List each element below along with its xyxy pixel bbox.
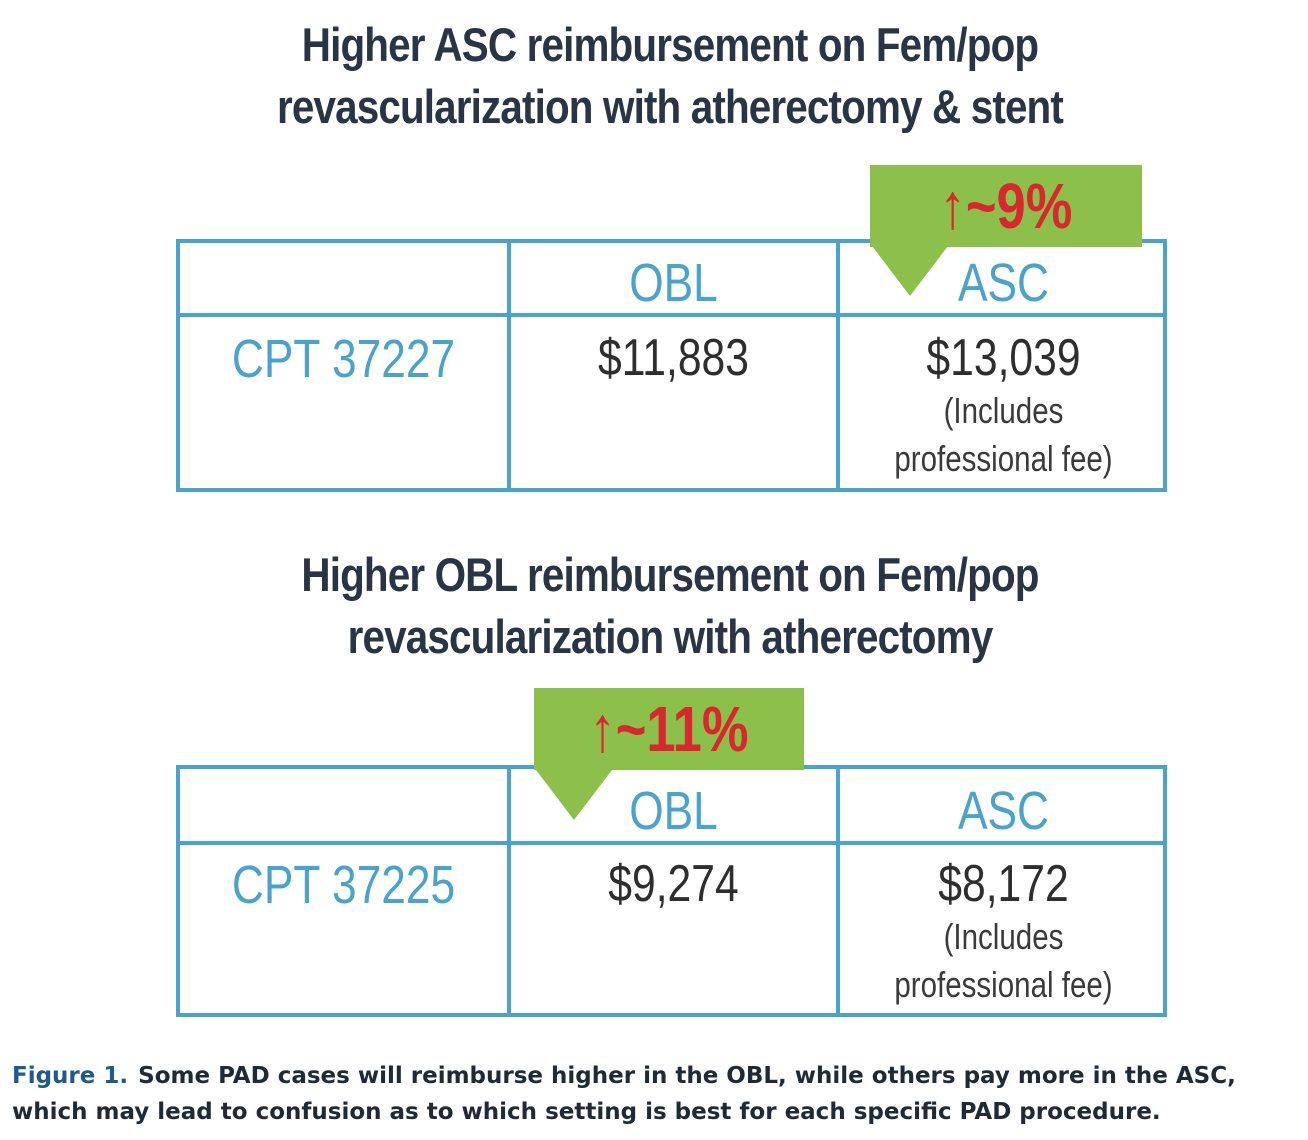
- panel1-obl-value: $11,883: [598, 329, 749, 387]
- panel1-table: OBL ASC CPT 37227 $11,883 $13,039 (Inclu…: [176, 239, 1167, 492]
- panel2-asc-note-line1: (Includes: [943, 916, 1064, 957]
- panel1-col-obl: OBL: [629, 253, 718, 313]
- panel2-heading-line2: revascularization with atherectomy: [347, 610, 994, 663]
- panel2-col-obl: OBL: [629, 781, 718, 841]
- panel2-heading-line1: Higher OBL reimbursement on Fem/pop: [301, 548, 1039, 601]
- panel1-increase-badge: ↑~9%: [870, 165, 1142, 247]
- panel2-cpt-code: CPT 37225: [231, 855, 456, 915]
- panel2-col-asc: ASC: [957, 781, 1050, 841]
- panel2-table: OBL ASC CPT 37225 $9,274 $8,172 (Include…: [176, 765, 1167, 1017]
- panel1-asc-note-line1: (Includes: [943, 390, 1064, 431]
- panel1-badge-text: ↑~9%: [939, 170, 1073, 242]
- panel1-asc-value: $13,039: [926, 329, 1081, 387]
- panel2-asc-value: $8,172: [938, 855, 1069, 913]
- panel1-heading-line1: Higher ASC reimbursement on Fem/pop: [301, 18, 1039, 71]
- panel1-cpt-code: CPT 37227: [231, 329, 456, 389]
- panel2-asc-note-line2: professional fee): [894, 964, 1113, 1005]
- panel2-increase-badge: ↑~11%: [534, 688, 804, 770]
- panel1-badge-pointer: [872, 246, 948, 296]
- panel2-badge-text: ↑~11%: [589, 693, 749, 765]
- panel1-asc-note-line2: professional fee): [894, 438, 1113, 479]
- panel2-obl-value: $9,274: [608, 855, 739, 913]
- panel1-heading-line2: revascularization with atherectomy & ste…: [276, 80, 1064, 133]
- caption-text: Some PAD cases will reimburse higher in …: [12, 1063, 1236, 1125]
- panel2-badge-pointer: [536, 770, 612, 820]
- panel1-col-asc: ASC: [957, 253, 1050, 313]
- figure-caption: Figure 1. Some PAD cases will reimburse h…: [12, 1058, 1302, 1130]
- caption-label: Figure 1.: [12, 1063, 129, 1089]
